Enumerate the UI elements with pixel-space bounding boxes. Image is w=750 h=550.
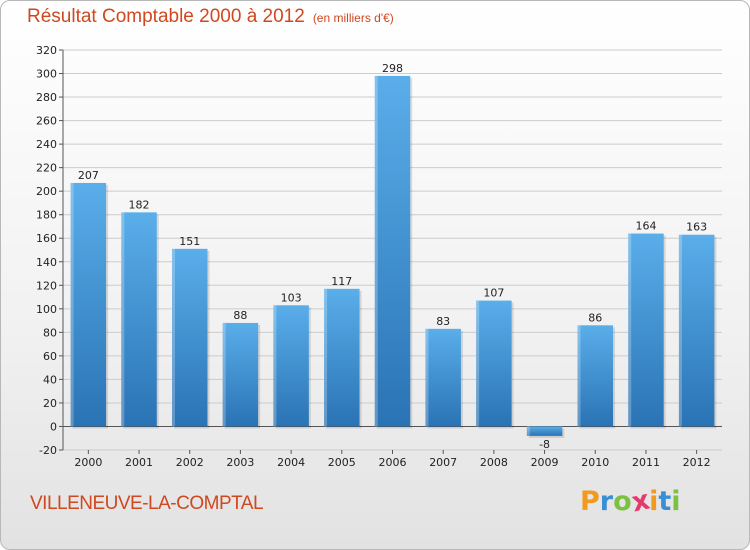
x-tick-label: 2000 [74,456,102,469]
x-tick-label: 2006 [379,456,407,469]
bar-highlight [222,322,226,427]
data-label: 107 [483,287,504,300]
data-label: -8 [539,438,550,451]
logo-letter: i [671,486,681,517]
bar-2008 [476,300,512,427]
data-label: 103 [281,291,302,304]
data-label: 182 [129,198,150,211]
logo-letter: o [613,486,632,517]
y-tick-label: 0 [50,420,57,433]
x-tick-label: 2011 [632,456,660,469]
bar-2005 [324,288,360,427]
bar-2010 [577,325,614,427]
logo-letter: t [658,486,672,517]
x-tick-label: 2009 [531,456,559,469]
bar-2012 [678,234,715,427]
x-tick-label: 2008 [480,456,508,469]
y-tick-label: 60 [43,350,57,363]
y-tick-label: 100 [36,303,57,316]
y-tick-label: 280 [36,91,57,104]
y-tick-label: 20 [43,397,57,410]
y-tick-label: 80 [43,326,57,339]
bar-highlight [324,288,328,427]
bar-2002 [171,248,208,427]
bar-highlight [273,305,277,427]
logo-letter: r [599,486,614,517]
y-tick-label: 180 [36,209,57,222]
data-label: 151 [179,235,200,248]
bar-2007 [425,328,461,427]
x-tick-label: 2012 [683,456,711,469]
y-tick-label: 120 [36,279,57,292]
data-label: 88 [233,309,247,322]
y-tick-label: 40 [43,373,57,386]
proxiti-logo: Proxiti [580,485,681,519]
bar-highlight [171,248,175,427]
y-tick-label: 220 [36,162,57,175]
chart-title-text: Résultat Comptable 2000 à 2012 [27,6,305,27]
bar-2009 [526,426,563,436]
x-tick-label: 2002 [176,456,204,469]
y-tick-label: -20 [39,444,57,457]
data-label: 207 [78,169,99,182]
bar-2000 [70,182,107,427]
bar-2004 [273,305,309,427]
bar-2006 [374,75,411,427]
x-tick-label: 2004 [277,456,305,469]
bar-highlight [121,212,125,427]
bar-highlight [70,182,74,427]
bar-highlight [425,328,429,427]
x-tick-label: 2007 [429,456,457,469]
y-tick-label: 140 [36,256,57,269]
bar-2003 [222,322,259,427]
data-label: 117 [331,275,352,288]
bar-2001 [121,212,157,427]
y-tick-label: 260 [36,115,57,128]
data-label: 163 [686,221,707,234]
data-label: 86 [588,311,602,324]
x-tick-label: 2010 [581,456,609,469]
chart-subtitle: (en milliers d'€) [312,11,394,25]
bar-highlight [374,75,378,427]
x-tick-label: 2003 [226,456,254,469]
bar-highlight [476,300,480,427]
bar-highlight [526,426,530,436]
labels: -20 0 20 40 60 80 100 120 140 160 180 200 220 240 260 2… [36,44,711,469]
bar-2011 [628,233,664,427]
y-tick-label: 200 [36,185,57,198]
bar-highlight [577,325,581,427]
y-tick-label: 300 [36,68,57,81]
y-tick-label: 240 [36,138,57,151]
y-tick-label: 320 [36,44,57,57]
y-tick-label: 160 [36,232,57,245]
bars [70,75,717,438]
x-tick-label: 2005 [328,456,356,469]
chart-title: Résultat Comptable 2000 à 2012 (en millie… [27,6,394,28]
data-label: 83 [436,315,450,328]
data-label: 298 [382,62,403,75]
commune-name: VILLENEUVE-LA-COMPTAL [30,493,264,514]
bar-highlight [628,233,632,427]
x-tick-label: 2001 [125,456,153,469]
bar-highlight [678,234,682,427]
data-label: 164 [635,220,656,233]
logo-letter: i [649,486,659,517]
logo-letter: P [580,486,600,517]
